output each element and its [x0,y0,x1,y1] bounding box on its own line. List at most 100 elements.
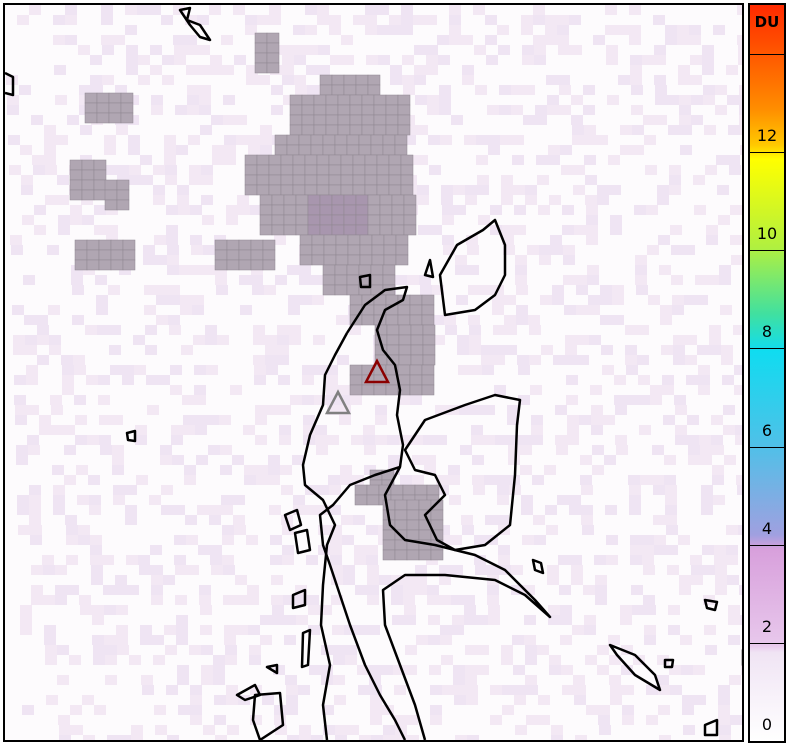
background-pixel [537,645,549,655]
background-pixel [299,725,311,735]
background-pixel [265,335,277,345]
background-pixel [295,595,307,605]
so2-cell [379,214,393,226]
background-pixel [387,435,399,445]
background-pixel [308,605,320,615]
so2-cell [256,174,270,186]
background-pixel [547,565,559,575]
background-pixel [116,125,128,135]
background-pixel [622,715,634,725]
background-pixel [694,205,706,215]
background-pixel [424,455,436,465]
background-pixel [563,245,575,255]
background-pixel [98,395,110,405]
background-pixel [442,215,454,225]
background-pixel [697,345,709,355]
background-pixel [606,535,618,545]
so2-cell [358,264,372,276]
background-pixel [234,525,246,535]
background-pixel [366,545,378,555]
background-pixel [260,135,272,145]
background-pixel [575,735,587,740]
background-pixel [203,245,215,255]
background-pixel [171,425,183,435]
background-pixel [582,525,594,535]
background-pixel [670,685,682,695]
colorbar-tick [750,348,784,350]
background-pixel [309,665,321,675]
background-pixel [620,125,632,135]
background-pixel [347,725,359,735]
background-pixel [138,75,150,85]
background-pixel [47,245,59,255]
background-pixel [467,735,479,740]
so2-cell [304,184,318,196]
background-pixel [75,415,87,425]
background-pixel [529,355,541,365]
background-pixel [553,355,565,365]
background-pixel [166,235,178,245]
background-pixel [466,235,478,245]
background-pixel [78,525,90,535]
so2-cell [292,184,306,196]
island-east-1 [608,643,662,692]
colorbar-tick-label: 10 [756,224,778,244]
background-pixel [171,435,183,445]
so2-cell [347,254,361,266]
background-pixel [574,695,586,705]
background-pixel [439,575,451,585]
background-pixel [331,565,343,575]
background-pixel [11,245,23,255]
background-pixel [67,115,79,125]
background-pixel [737,5,742,15]
so2-cell [69,159,83,171]
background-pixel [465,675,477,685]
background-pixel [620,615,632,625]
so2-cell [352,154,366,166]
background-pixel [562,225,574,235]
colorbar-tick [750,152,784,154]
background-pixel [625,325,637,335]
background-pixel [271,575,283,585]
background-pixel [56,135,68,145]
background-pixel [461,35,473,45]
background-pixel [30,535,42,545]
background-pixel [432,285,444,295]
background-pixel [314,395,326,405]
background-pixel [64,475,76,485]
background-pixel [201,665,213,675]
background-pixel [607,95,619,105]
so2-cell [307,214,321,226]
so2-cell [349,384,363,396]
background-pixel [104,635,116,645]
background-pixel [90,555,102,565]
background-pixel [513,185,525,195]
background-pixel [170,385,182,395]
background-pixel [272,605,284,615]
background-pixel [28,445,40,455]
background-pixel [739,95,742,105]
so2-cell [322,284,336,296]
background-pixel [548,605,560,615]
background-pixel [25,345,37,355]
background-pixel [149,495,161,505]
background-pixel [200,605,212,615]
so2-map [3,3,744,742]
background-pixel [454,205,466,215]
so2-cell [214,259,228,271]
background-pixel [8,135,20,145]
background-pixel [277,335,289,345]
background-pixel [496,475,508,485]
so2-cell [259,194,273,206]
background-pixel [686,375,698,385]
background-pixel [72,285,84,295]
background-pixel [665,505,677,515]
background-pixel [353,15,365,25]
background-pixel [415,565,427,575]
so2-cell [226,249,240,261]
background-pixel [317,485,329,495]
background-pixel [210,555,222,565]
background-pixel [679,115,691,125]
background-pixel [248,625,260,635]
background-pixel [448,475,460,485]
